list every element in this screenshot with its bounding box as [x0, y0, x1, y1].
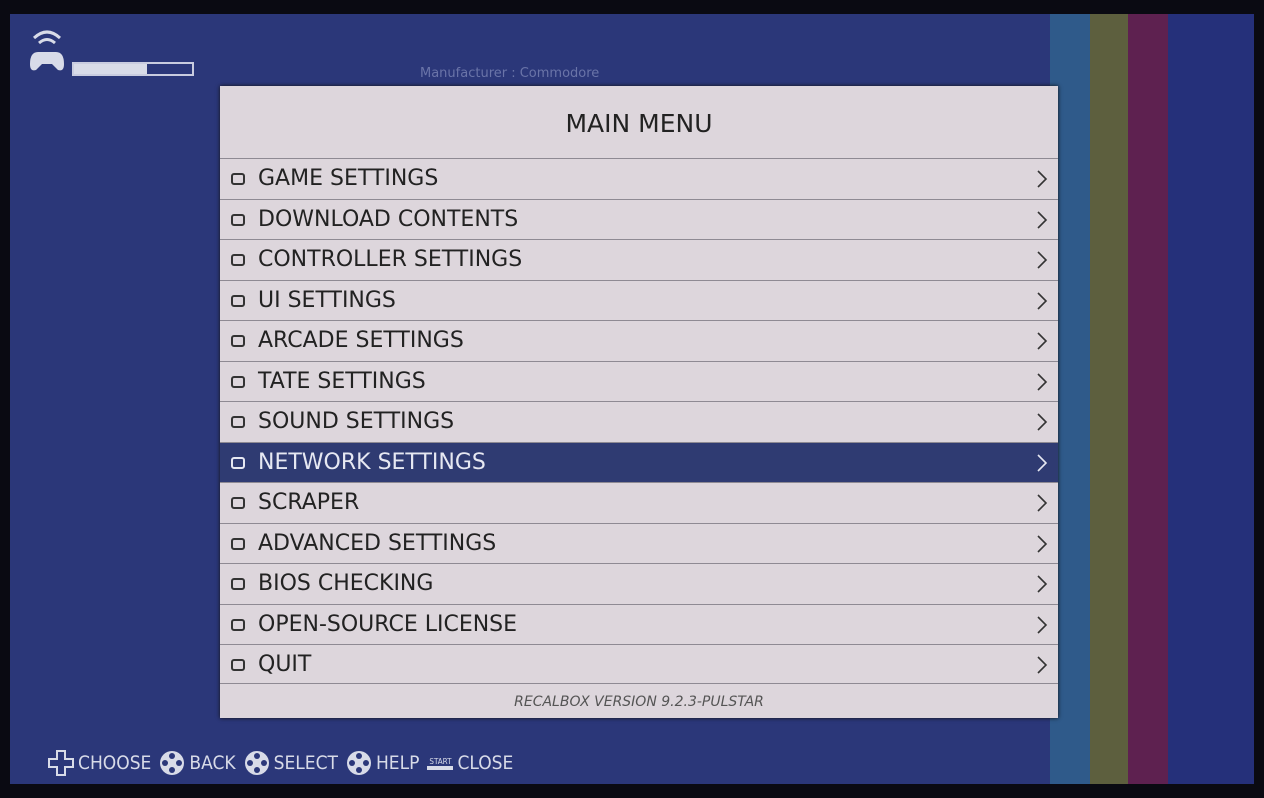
chevron [1037, 372, 1048, 391]
main-menu: MAIN MENU RECALBOX VERSION 9.2.3-PULSTAR… [220, 86, 1058, 718]
chevron [1037, 170, 1048, 188]
help-label: CLOSE [457, 752, 514, 774]
menu-label: GAME SETTINGS [258, 166, 439, 191]
controller-icon [30, 30, 64, 71]
version: RECALBOX VERSION 9.2.3-PULSTAR [220, 683, 1058, 718]
menu-icon [231, 497, 245, 509]
chevron [1037, 575, 1048, 593]
chevron [1037, 534, 1048, 553]
menu-item[interactable]: SCRAPER [220, 482, 1058, 523]
menu-item[interactable]: GAME SETTINGS [220, 158, 1058, 199]
menu-title: MAIN MENU [565, 109, 713, 138]
menu-icon [231, 618, 245, 631]
battery-bar [72, 62, 194, 76]
menu-icon [231, 659, 245, 671]
menu-icon [231, 578, 245, 590]
help-label: SELECT [273, 752, 338, 774]
menu-icon [231, 416, 245, 428]
menu-label: UI SETTINGS [258, 287, 396, 313]
buttons-icon [346, 751, 371, 775]
help-item: HELP [346, 750, 419, 776]
menu-label: DOWNLOAD CONTENTS [258, 206, 519, 232]
help-item: BACK [159, 750, 236, 776]
help-item: SELECT [244, 750, 338, 776]
menu-icon [231, 375, 245, 388]
chevron [1037, 453, 1048, 472]
buttons-icon [244, 751, 269, 775]
menu-item[interactable]: OPEN-SOURCE LICENSE [220, 603, 1058, 645]
menu-label: CONTROLLER SETTINGS [258, 247, 523, 272]
menu-item[interactable]: CONTROLLER SETTINGS [220, 239, 1058, 280]
menu-label: QUIT [258, 652, 312, 677]
menu-label: BIOS CHECKING [258, 571, 434, 596]
chevron [1037, 251, 1048, 269]
help-label: CHOOSE [78, 752, 152, 774]
chevron [1037, 615, 1048, 634]
menu-label: SOUND SETTINGS [258, 409, 455, 434]
menu-item[interactable]: BIOS CHECKING [220, 563, 1058, 604]
chevron [1037, 210, 1048, 229]
chevron [1037, 413, 1048, 431]
menu-icon [231, 294, 245, 307]
menu-label: TATE SETTINGS [258, 368, 426, 394]
menu-item[interactable]: SOUND SETTINGS [220, 401, 1058, 442]
menu-icon [231, 254, 245, 266]
button-label: START [427, 757, 454, 770]
menu-item[interactable]: DOWNLOAD CONTENTS [220, 198, 1058, 240]
help-label: HELP [375, 752, 420, 774]
chevron [1037, 656, 1048, 674]
menu-icon [231, 335, 245, 347]
help-item: START CLOSE [427, 752, 513, 774]
menu-icon [231, 537, 245, 550]
chevron [1037, 494, 1048, 512]
menu-item[interactable]: TATE SETTINGS [220, 360, 1058, 402]
menu-icon [231, 213, 245, 226]
menu-item[interactable]: QUIT [220, 644, 1058, 685]
help-item: CHOOSE [48, 750, 151, 776]
menu-icon [231, 173, 245, 185]
dpad-icon [48, 750, 74, 776]
menu-item[interactable]: ARCADE SETTINGS [220, 320, 1058, 361]
screen: Manufacturer : Commodore MAIN MENU RECAL… [10, 14, 1254, 784]
color-stripe [1090, 14, 1128, 784]
chevron [1037, 332, 1048, 350]
menu-icon [231, 456, 245, 469]
menu-item[interactable]: UI SETTINGS [220, 279, 1058, 321]
menu-label: ARCADE SETTINGS [258, 328, 464, 353]
menu-item[interactable]: NETWORK SETTINGS [220, 441, 1058, 483]
help-label: BACK [189, 752, 236, 774]
menu-label: OPEN-SOURCE LICENSE [258, 611, 518, 637]
menu-item[interactable]: ADVANCED SETTINGS [220, 522, 1058, 564]
menu-label: SCRAPER [258, 490, 360, 515]
menu-label: ADVANCED SETTINGS [258, 530, 497, 556]
chevron [1037, 291, 1048, 310]
menu-label: NETWORK SETTINGS [258, 449, 486, 475]
color-stripe [1168, 14, 1254, 784]
manufacturer: Manufacturer : Commodore [420, 66, 600, 81]
help-bar: CHOOSE BACK SELECT HELP START CLOSE [48, 748, 521, 778]
color-stripe [1128, 14, 1168, 784]
buttons-icon [160, 751, 185, 775]
battery-fill [74, 64, 148, 74]
